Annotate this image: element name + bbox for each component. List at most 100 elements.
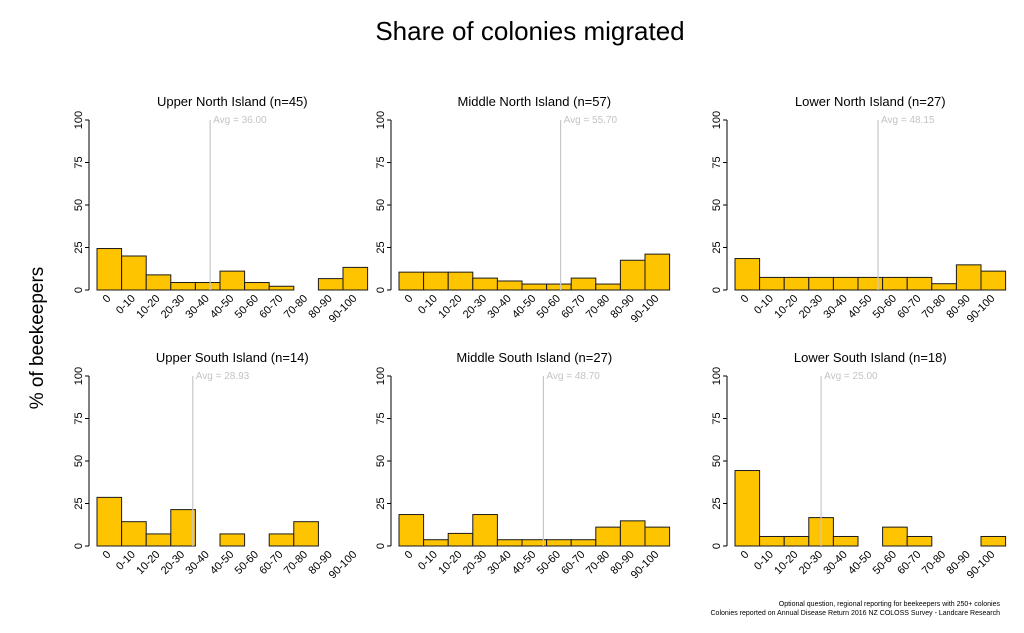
bar <box>644 526 671 547</box>
footnote-2: Colonies reported on Annual Disease Retu… <box>711 610 1001 617</box>
bar <box>980 535 1007 547</box>
bar <box>121 521 147 547</box>
x-tick-label: 60-70 <box>559 549 587 577</box>
y-tick-label: 75 <box>711 412 723 424</box>
panel-title: Lower South Island (n=18) <box>794 350 947 365</box>
x-tick-label: 10-20 <box>772 549 800 577</box>
y-tick-label: 100 <box>375 367 387 385</box>
bar <box>170 509 196 547</box>
bar <box>619 259 646 291</box>
bar <box>398 271 425 291</box>
y-tick-label: 0 <box>711 287 723 293</box>
bar <box>268 533 295 547</box>
bar <box>955 264 982 291</box>
x-tick-label: 70-80 <box>282 549 310 577</box>
bar <box>219 270 246 291</box>
bar <box>759 276 785 291</box>
y-tick-label: 75 <box>375 412 387 424</box>
x-tick-label: 30-40 <box>821 293 849 321</box>
x-tick-label: 90-100 <box>965 293 998 326</box>
bar <box>472 514 498 547</box>
x-tick-label: 0 <box>101 549 114 562</box>
y-tick-label: 25 <box>711 497 723 509</box>
average-label: Avg = 36.00 <box>213 115 267 126</box>
bar <box>734 258 761 291</box>
panel-title: Upper North Island (n=45) <box>157 94 308 109</box>
bar <box>145 533 172 547</box>
x-tick-label: 90-100 <box>327 549 360 582</box>
y-tick-label: 50 <box>73 199 85 211</box>
x-tick-label: 50-60 <box>871 549 899 577</box>
y-tick-label: 25 <box>375 241 387 253</box>
y-tick-label: 75 <box>73 156 85 168</box>
bar <box>595 283 621 291</box>
y-tick-label: 100 <box>711 111 723 129</box>
bar <box>423 271 449 291</box>
average-label: Avg = 48.70 <box>546 371 600 382</box>
y-tick-label: 50 <box>711 199 723 211</box>
y-axis-label: % of beekeepers <box>27 267 48 410</box>
bar <box>882 526 908 547</box>
x-tick-label: 70-80 <box>584 549 612 577</box>
x-tick-label: 90-100 <box>327 293 360 326</box>
y-tick-label: 0 <box>73 543 85 549</box>
x-tick-label: 10-20 <box>436 293 464 321</box>
x-tick-label: 10-20 <box>436 549 464 577</box>
y-tick-label: 100 <box>711 367 723 385</box>
x-tick-label: 60-70 <box>895 293 923 321</box>
x-tick-label: 40-50 <box>510 293 538 321</box>
average-label: Avg = 48.15 <box>881 115 935 126</box>
x-tick-label: 30-40 <box>485 293 513 321</box>
bar <box>595 526 621 547</box>
x-tick-label: 60-70 <box>895 549 923 577</box>
panel-title: Lower North Island (n=27) <box>795 94 946 109</box>
bar <box>906 276 933 291</box>
y-tick-label: 100 <box>73 367 85 385</box>
bar <box>244 282 270 291</box>
chart-title: Share of colonies migrated <box>375 16 684 46</box>
x-tick-label: 10-20 <box>772 293 800 321</box>
x-tick-label: 60-70 <box>559 293 587 321</box>
x-tick-label: 0 <box>101 293 114 306</box>
x-tick-label: 40-50 <box>846 549 874 577</box>
x-tick-label: 70-80 <box>282 293 310 321</box>
bar <box>194 282 221 291</box>
x-tick-label: 20-30 <box>797 549 825 577</box>
x-tick-label: 30-40 <box>183 293 211 321</box>
panel-title: Upper South Island (n=14) <box>156 350 309 365</box>
bar <box>447 532 474 547</box>
x-tick-label: 10-20 <box>134 549 162 577</box>
x-tick-label: 0 <box>403 293 416 306</box>
bar <box>931 283 957 291</box>
x-tick-label: 20-30 <box>461 549 489 577</box>
bar <box>857 276 884 291</box>
bar <box>96 496 123 547</box>
x-tick-label: 50-60 <box>233 549 261 577</box>
bar <box>783 535 810 547</box>
bar <box>734 470 761 547</box>
bar <box>496 539 523 547</box>
y-tick-label: 50 <box>375 455 387 467</box>
y-tick-label: 25 <box>711 241 723 253</box>
x-tick-label: 50-60 <box>233 293 261 321</box>
x-tick-label: 30-40 <box>821 549 849 577</box>
x-tick-label: 20-30 <box>797 293 825 321</box>
x-tick-label: 0 <box>403 549 416 562</box>
y-tick-label: 0 <box>711 543 723 549</box>
bar <box>906 535 933 547</box>
bar <box>472 277 498 291</box>
bar <box>521 283 548 291</box>
footnote-1: Optional question, regional reporting fo… <box>779 601 1001 608</box>
x-tick-label: 60-70 <box>257 293 285 321</box>
bar <box>832 276 859 291</box>
x-tick-label: 30-40 <box>485 549 513 577</box>
bar <box>570 539 597 547</box>
x-tick-label: 50-60 <box>535 549 563 577</box>
x-tick-label: 90-100 <box>629 549 662 582</box>
y-tick-label: 0 <box>375 543 387 549</box>
y-tick-label: 50 <box>73 455 85 467</box>
